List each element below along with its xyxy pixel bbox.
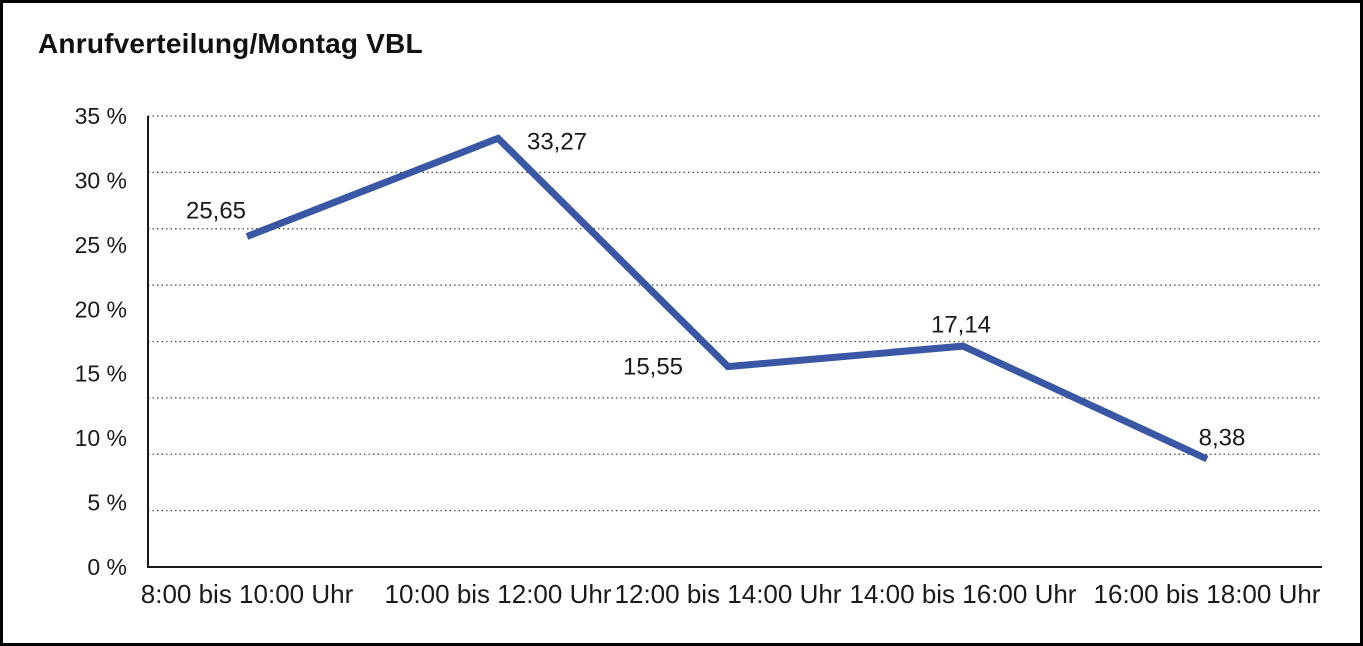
y-tick-label: 30 %	[75, 167, 127, 193]
y-tick-label: 0 %	[87, 554, 127, 580]
data-value-label: 33,27	[527, 129, 587, 156]
y-tick-label: 5 %	[87, 490, 127, 516]
y-tick-label: 10 %	[75, 425, 127, 451]
data-value-label: 8,38	[1199, 425, 1246, 452]
data-value-label: 25,65	[186, 198, 246, 225]
data-value-label: 15,55	[623, 354, 683, 381]
x-tick-label: 10:00 bis 12:00 Uhr	[385, 579, 612, 609]
data-value-label: 17,14	[931, 312, 991, 339]
x-tick-label: 16:00 bis 18:00 Uhr	[1094, 579, 1321, 609]
y-tick-label: 20 %	[75, 296, 127, 322]
x-tick-label: 14:00 bis 16:00 Uhr	[850, 579, 1077, 609]
series-line	[245, 134, 1209, 463]
chart-title: Anrufverteilung/Montag VBL	[38, 28, 423, 59]
y-tick-label: 15 %	[75, 361, 127, 387]
x-tick-label: 8:00 bis 10:00 Uhr	[141, 579, 354, 609]
y-tick-label: 35 %	[75, 103, 127, 129]
y-tick-label: 25 %	[75, 232, 127, 258]
x-tick-label: 12:00 bis 14:00 Uhr	[615, 579, 842, 609]
